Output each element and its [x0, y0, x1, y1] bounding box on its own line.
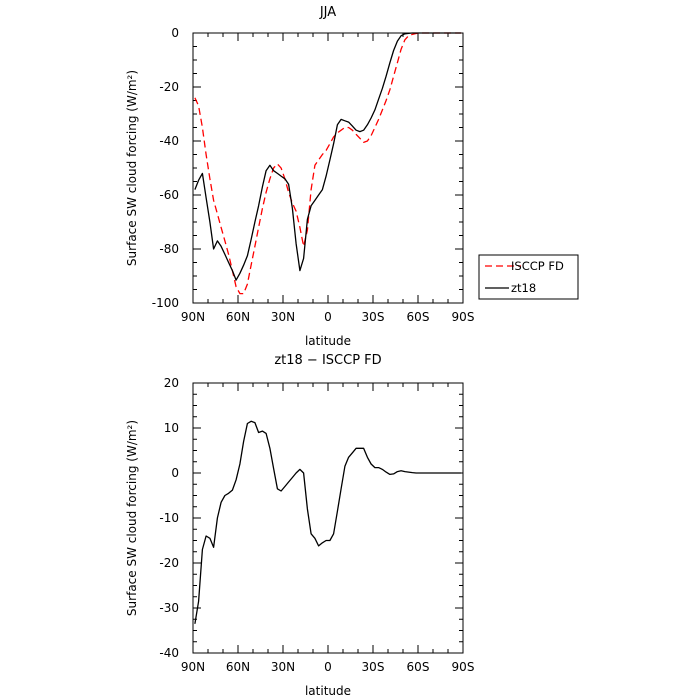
x-tick-label: 90N: [181, 660, 205, 674]
panel-difference: zt18 − ISCCP FD 20 10 0 -10 -20 -30 -40 90N 60N…: [125, 353, 474, 698]
x-tick-label: 30S: [362, 660, 385, 674]
y-tick-label: -60: [159, 188, 179, 202]
x-tick-label: 0: [324, 660, 332, 674]
y-tick-label: -10: [159, 511, 179, 525]
x-tick-label: 0: [324, 310, 332, 324]
series-line-1: [194, 32, 462, 281]
x-tick-label: 60S: [407, 310, 430, 324]
series-layer: [194, 32, 462, 295]
y-axis-label: Surface SW cloud forcing (W/m²): [125, 70, 139, 266]
panel-title: JJA: [319, 5, 336, 20]
y-tick-label: -20: [159, 556, 179, 570]
y-tick-label: -80: [159, 242, 179, 256]
x-tick-label: 30S: [362, 310, 385, 324]
y-tick-label: -40: [159, 646, 179, 660]
legend: ISCCP FD zt18: [478, 254, 579, 300]
series-line-0: [194, 420, 462, 624]
y-tick-label: 0: [171, 466, 179, 480]
x-tick-label: 60N: [226, 660, 250, 674]
y-tick-label: -20: [159, 80, 179, 94]
x-tick-label: 90N: [181, 310, 205, 324]
x-axis-label: latitude: [305, 684, 351, 698]
panel-jja: JJA 0-20-40-60-80-100 90N 60N 30N 0 30S 60S 90…: [125, 5, 579, 348]
x-tick-label: 90S: [452, 310, 475, 324]
x-ticks: 90N 60N 30N 0 30S 60S 90S: [181, 33, 475, 324]
y-tick-label: -30: [159, 601, 179, 615]
x-ticks: 90N 60N 30N 0 30S 60S 90S: [181, 383, 475, 674]
x-tick-label: 30N: [271, 660, 295, 674]
y-tick-label: -100: [152, 296, 179, 310]
legend-box: [478, 254, 579, 300]
y-tick-label: 20: [164, 376, 179, 390]
y-ticks: 0 -20 -40 -60 -80 -100: [152, 26, 463, 310]
y-axis-label: Surface SW cloud forcing (W/m²): [125, 420, 139, 616]
x-tick-label: 90S: [452, 660, 475, 674]
plot-frame: [192, 382, 464, 654]
panel-title: zt18 − ISCCP FD: [274, 353, 381, 368]
x-tick-label: 60S: [407, 660, 430, 674]
series-line-0: [194, 32, 462, 295]
legend-label-isccp: ISCCP FD: [511, 259, 564, 273]
y-ticks: 20 10 0 -10 -20 -30 -40: [159, 376, 463, 660]
y-tick-label: 10: [164, 421, 179, 435]
x-tick-label: 60N: [226, 310, 250, 324]
x-axis-label: latitude: [305, 334, 351, 348]
legend-label-zt18: zt18: [511, 281, 536, 295]
series-layer: [194, 420, 462, 624]
y-tick-label: -40: [159, 134, 179, 148]
x-tick-label: 30N: [271, 310, 295, 324]
y-tick-label: 0: [171, 26, 179, 40]
